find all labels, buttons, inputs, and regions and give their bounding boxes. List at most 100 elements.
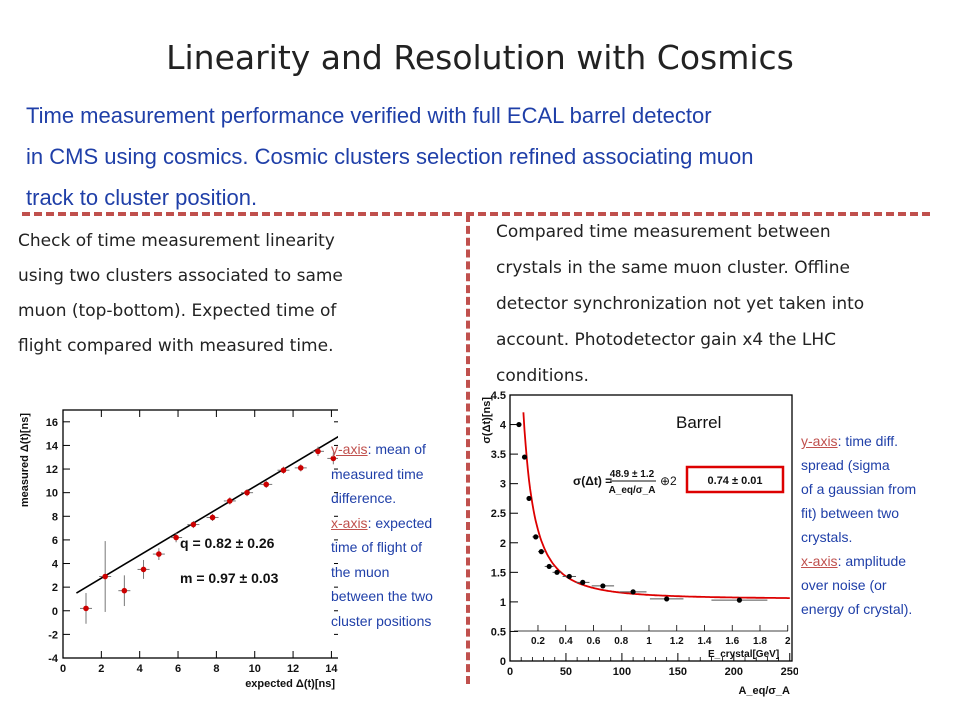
y-tick-label: 8 bbox=[52, 511, 58, 523]
y-tick-label: 3 bbox=[500, 479, 506, 491]
data-point bbox=[711, 597, 768, 603]
note-line: fit) between two bbox=[801, 505, 900, 521]
marker bbox=[538, 549, 544, 555]
note-text: : mean of bbox=[367, 441, 426, 457]
data-point bbox=[137, 559, 150, 579]
marker bbox=[102, 573, 108, 580]
y-tick-label: 6 bbox=[52, 535, 58, 547]
data-point bbox=[170, 532, 183, 543]
data-point bbox=[526, 495, 532, 502]
note-line: spread (sigma bbox=[801, 457, 890, 473]
resolution-chart: 0 50 100 150 200 250 0 0.5 1 1.5 2 2.5 3 3.5 4 4.5 0.2 0.… bbox=[481, 390, 798, 697]
x-axis-label: expected Δ(t)[ns] bbox=[245, 678, 335, 690]
x-tick-label: 14 bbox=[325, 663, 338, 675]
x-tick-label: 50 bbox=[560, 666, 572, 678]
plot-frame bbox=[62, 409, 338, 659]
fit-param-q: q = 0.82 ± 0.26 bbox=[180, 535, 275, 551]
fit-formula: σ(Δt) = 48.9 ± 1.2 A_eq/σ_A ⊕2 0.74 ± 0.… bbox=[573, 465, 785, 496]
note-line: difference. bbox=[331, 490, 397, 506]
y-tick-label: 16 bbox=[46, 417, 58, 429]
y-tick-label: 14 bbox=[46, 440, 59, 452]
data-point bbox=[187, 521, 200, 529]
marker bbox=[190, 521, 197, 528]
marker bbox=[263, 481, 270, 488]
note-line: measured time bbox=[331, 465, 424, 482]
x-tick-label: 250 bbox=[781, 666, 798, 678]
data-point bbox=[516, 421, 522, 428]
marker bbox=[664, 596, 670, 602]
left-axis-note: y-axis: mean of measured time difference… bbox=[331, 437, 471, 633]
data-point bbox=[619, 589, 647, 595]
x-axis-label: A_eq/σ_A bbox=[738, 685, 790, 697]
secondary-tick-label: 2 bbox=[785, 636, 791, 647]
note-key: y-axis bbox=[801, 433, 838, 449]
note-key: y-axis bbox=[331, 441, 368, 457]
points-group bbox=[516, 421, 768, 603]
marker bbox=[297, 465, 304, 471]
data-point bbox=[552, 569, 562, 575]
data-point bbox=[327, 452, 338, 465]
data-point bbox=[241, 489, 254, 497]
x-tick-label: 4 bbox=[137, 663, 144, 675]
y-tick-label: -2 bbox=[48, 629, 58, 641]
y-tick-label: 4 bbox=[52, 559, 59, 571]
secondary-tick-label: 0.4 bbox=[559, 636, 573, 647]
data-point bbox=[576, 579, 590, 585]
left-line: flight compared with measured time. bbox=[18, 336, 334, 356]
right-line: conditions. bbox=[496, 366, 589, 386]
y-tick-label: 1 bbox=[500, 597, 506, 609]
marker bbox=[630, 589, 636, 595]
data-point bbox=[80, 593, 93, 624]
tick-group: 0 50 100 150 200 250 0 0.5 1 1.5 2 2.5 3 3.5 4 4.5 0.2 0.… bbox=[491, 390, 798, 678]
marker bbox=[227, 498, 233, 504]
secondary-tick-label: 1.6 bbox=[725, 636, 739, 647]
data-point bbox=[521, 454, 528, 460]
highlight-box bbox=[685, 465, 785, 494]
note-line: cluster positions bbox=[331, 612, 432, 629]
note-line: y-axis: time diff. bbox=[801, 429, 960, 453]
note-line: of a gaussian from bbox=[801, 481, 917, 497]
marker bbox=[600, 583, 606, 589]
y-tick-label: 4 bbox=[500, 420, 507, 432]
data-point bbox=[591, 583, 615, 589]
data-point bbox=[277, 466, 290, 474]
formula-constant: 0.74 ± 0.01 bbox=[708, 475, 763, 487]
x-tick-label: 8 bbox=[213, 663, 219, 675]
data-point bbox=[260, 480, 273, 488]
marker bbox=[546, 563, 552, 570]
y-axis-label: measured Δ(t)[ns] bbox=[19, 413, 31, 507]
secondary-tick-label: 0.2 bbox=[531, 636, 545, 647]
data-point bbox=[294, 464, 307, 472]
note-line: over noise (or bbox=[801, 577, 887, 593]
data-point bbox=[544, 563, 554, 570]
note-key: x-axis bbox=[801, 553, 838, 569]
formula-numerator: 48.9 ± 1.2 bbox=[610, 469, 655, 480]
marker bbox=[566, 573, 572, 580]
y-tick-label: 1.5 bbox=[491, 567, 506, 579]
secondary-tick-label: 1.4 bbox=[698, 636, 712, 647]
slide-title: Linearity and Resolution with Cosmics bbox=[166, 38, 794, 77]
marker bbox=[315, 448, 321, 455]
note-line: between the two bbox=[331, 588, 433, 604]
intro-line: in CMS using cosmics. Cosmic clusters se… bbox=[26, 144, 754, 169]
marker bbox=[209, 514, 216, 521]
data-point bbox=[537, 549, 545, 555]
secondary-tick-label: 1.2 bbox=[670, 636, 684, 647]
data-point bbox=[99, 541, 112, 612]
secondary-tick-label: 1.8 bbox=[753, 636, 767, 647]
secondary-tick-label: 1 bbox=[646, 636, 652, 647]
y-axis-label: σ(Δt)[ns] bbox=[481, 397, 493, 444]
data-point bbox=[206, 513, 219, 522]
intro-line: Time measurement performance verified wi… bbox=[26, 103, 712, 128]
fit-curve-group bbox=[522, 412, 790, 599]
left-line: muon (top-bottom). Expected time of bbox=[18, 301, 337, 321]
marker bbox=[526, 495, 532, 502]
marker bbox=[330, 455, 337, 462]
y-tick-label: 0 bbox=[52, 606, 58, 618]
marker bbox=[280, 467, 287, 474]
data-point bbox=[152, 548, 165, 560]
x-tick-label: 6 bbox=[175, 663, 181, 675]
marker bbox=[244, 489, 250, 496]
y-tick-label: 0.5 bbox=[491, 626, 506, 638]
marker bbox=[533, 534, 539, 540]
